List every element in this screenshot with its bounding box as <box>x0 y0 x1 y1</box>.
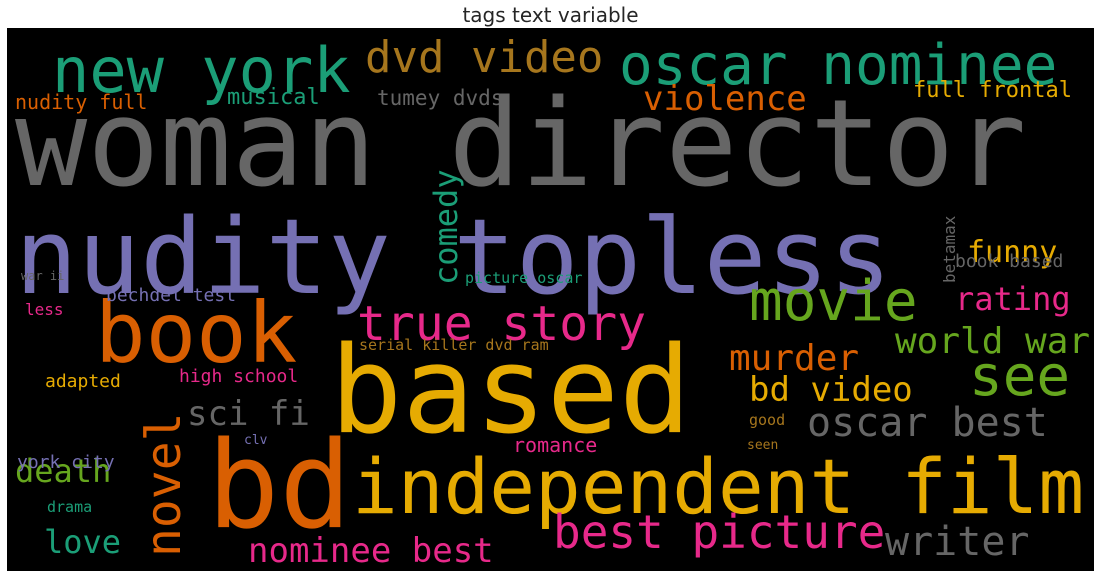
word-woman-director: woman director <box>15 75 1026 214</box>
word-betamax: betamax <box>940 215 959 283</box>
word-book: book <box>95 284 297 382</box>
word-full-frontal: full frontal <box>913 78 1072 103</box>
word-adapted: adapted <box>45 371 121 392</box>
word-seen: seen <box>747 438 778 453</box>
word-nominee-best: nominee best <box>248 531 494 571</box>
word-see: see <box>969 344 1070 409</box>
word-writer: writer <box>885 519 1030 565</box>
word-york-city: york city <box>17 452 115 473</box>
word-best-picture: best picture <box>553 505 885 559</box>
word-world-war: world war <box>895 321 1090 362</box>
word-bechdel-test: bechdel test <box>106 285 236 306</box>
word-cloud: woman director nudity topless based bd book i… <box>7 28 1094 571</box>
word-death: death <box>15 452 111 490</box>
word-romance: romance <box>513 433 597 457</box>
word-picture-oscar: picture oscar <box>465 269 582 287</box>
word-love: love <box>44 523 121 561</box>
word-war-ii: war ii <box>21 269 64 283</box>
word-movie: movie <box>749 269 918 334</box>
word-sci-fi: sci fi <box>187 394 310 434</box>
word-murder: murder <box>729 338 859 379</box>
word-funny: funny <box>967 235 1057 270</box>
word-oscar-best: oscar best <box>807 400 1048 446</box>
word-clv: clv <box>244 433 268 448</box>
word-new-york: new york <box>52 34 351 107</box>
word-book-based: book based <box>955 251 1063 272</box>
word-rating: rating <box>955 280 1071 318</box>
word-musical: musical <box>227 85 320 110</box>
word-less: less <box>25 300 64 319</box>
word-good: good <box>749 411 785 429</box>
word-true-story: true story <box>357 296 646 352</box>
word-oscar-nominee: oscar nominee <box>619 33 1057 98</box>
word-drama: drama <box>47 498 92 516</box>
word-serial-killer-dvd-ram: serial killer dvd ram <box>359 336 549 354</box>
word-independent-film: independent film <box>352 442 1084 531</box>
word-comedy: comedy <box>427 169 465 285</box>
word-novel: novel <box>136 413 192 558</box>
word-bd: bd <box>207 417 352 556</box>
word-dvd-video: dvd video <box>365 32 603 83</box>
chart-title: tags text variable <box>462 3 639 27</box>
word-high-school: high school <box>179 366 298 387</box>
word-bd-video: bd video <box>749 370 913 410</box>
word-tumey-dvds: tumey dvds <box>377 86 503 110</box>
word-nudity-full: nudity full <box>15 90 147 114</box>
word-nudity-topless: nudity topless <box>15 196 892 318</box>
word-based: based <box>330 322 691 461</box>
word-violence: violence <box>643 79 807 119</box>
